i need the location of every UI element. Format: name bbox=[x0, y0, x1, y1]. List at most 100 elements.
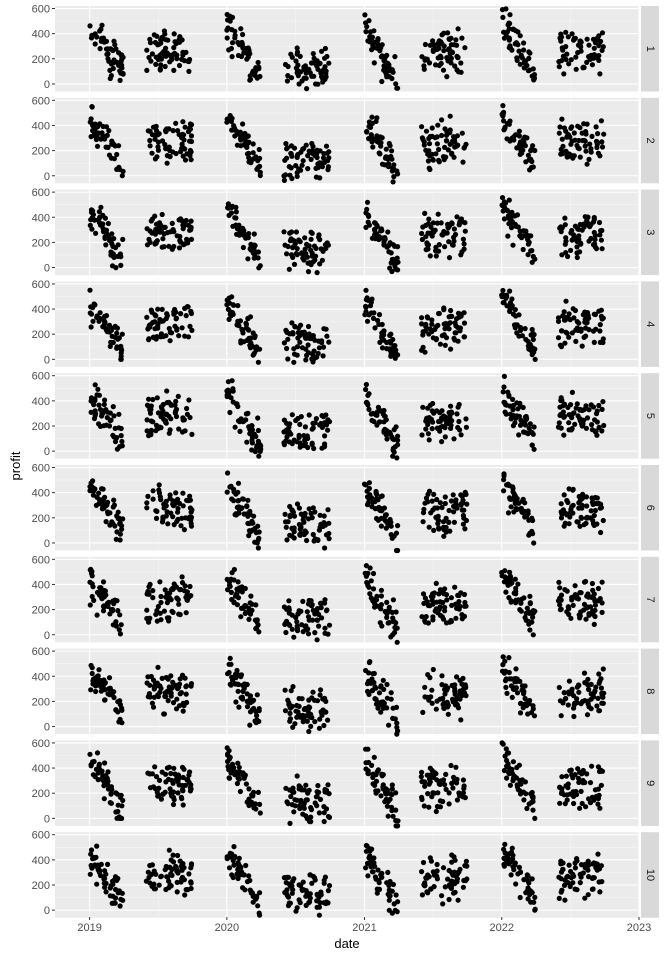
data-point bbox=[169, 57, 175, 63]
data-point bbox=[298, 322, 304, 328]
data-point bbox=[599, 700, 605, 706]
data-point bbox=[171, 229, 177, 235]
data-point bbox=[325, 717, 331, 723]
x-tick-label: 2022 bbox=[490, 922, 514, 934]
data-point bbox=[100, 608, 107, 614]
data-point bbox=[165, 521, 171, 527]
data-point bbox=[584, 415, 591, 421]
data-point bbox=[569, 426, 575, 432]
data-point bbox=[303, 797, 309, 803]
data-point bbox=[601, 422, 607, 429]
data-point bbox=[455, 705, 462, 711]
data-point bbox=[102, 868, 108, 874]
data-point bbox=[246, 873, 252, 879]
data-point bbox=[379, 771, 385, 777]
data-point bbox=[504, 750, 510, 756]
data-point bbox=[557, 342, 564, 348]
data-point bbox=[90, 318, 96, 324]
data-point bbox=[510, 775, 516, 782]
data-point bbox=[166, 885, 172, 891]
data-point bbox=[148, 58, 154, 64]
data-point bbox=[250, 141, 256, 147]
data-point bbox=[232, 424, 238, 430]
facet-points bbox=[87, 195, 605, 276]
data-point bbox=[96, 219, 102, 226]
data-point bbox=[558, 515, 565, 521]
data-point bbox=[253, 346, 259, 352]
data-point bbox=[530, 807, 536, 813]
data-point bbox=[89, 581, 95, 587]
data-point bbox=[97, 214, 103, 220]
data-point bbox=[150, 396, 156, 403]
data-point bbox=[321, 900, 327, 906]
data-point bbox=[565, 702, 571, 708]
x-tick-label: 2023 bbox=[627, 922, 651, 934]
data-point bbox=[178, 586, 184, 593]
y-tick-label: 400 bbox=[32, 396, 50, 408]
data-point bbox=[373, 701, 380, 707]
data-point bbox=[282, 708, 289, 714]
data-point bbox=[288, 165, 294, 171]
data-point bbox=[583, 616, 589, 622]
data-point bbox=[117, 903, 123, 909]
data-point bbox=[120, 70, 126, 77]
data-point bbox=[500, 208, 506, 214]
data-point bbox=[517, 33, 523, 39]
data-point bbox=[118, 350, 124, 356]
data-point bbox=[188, 236, 195, 242]
data-point bbox=[420, 344, 426, 350]
y-tick-label: 400 bbox=[32, 120, 50, 132]
data-point bbox=[558, 229, 564, 235]
data-point bbox=[170, 128, 176, 134]
data-point bbox=[392, 907, 398, 914]
data-point bbox=[316, 611, 322, 618]
data-point bbox=[162, 224, 168, 230]
data-point bbox=[508, 211, 514, 217]
data-point bbox=[322, 625, 328, 631]
data-point bbox=[381, 328, 387, 334]
data-point bbox=[317, 261, 323, 267]
data-point bbox=[299, 622, 305, 628]
data-point bbox=[231, 302, 237, 308]
data-point bbox=[255, 359, 261, 365]
data-point bbox=[308, 805, 314, 811]
data-point bbox=[160, 236, 166, 242]
data-point bbox=[114, 151, 120, 158]
data-point bbox=[430, 666, 436, 673]
data-point bbox=[597, 805, 603, 811]
data-point bbox=[429, 597, 435, 603]
data-point bbox=[596, 219, 603, 226]
data-point bbox=[597, 328, 603, 334]
data-point bbox=[187, 493, 193, 499]
data-point bbox=[161, 608, 167, 614]
data-point bbox=[366, 496, 372, 502]
data-point bbox=[526, 49, 532, 55]
data-point bbox=[295, 151, 301, 158]
data-point bbox=[445, 30, 451, 36]
data-point bbox=[147, 137, 153, 144]
data-point bbox=[508, 504, 514, 510]
data-point bbox=[367, 124, 374, 130]
data-point bbox=[557, 585, 563, 591]
data-point bbox=[448, 307, 454, 314]
y-tick-label: 200 bbox=[32, 513, 50, 525]
data-point bbox=[315, 164, 321, 171]
data-point bbox=[179, 796, 185, 802]
data-point bbox=[171, 522, 177, 528]
data-point bbox=[89, 226, 95, 232]
data-point bbox=[586, 407, 592, 413]
data-point bbox=[116, 888, 122, 894]
data-point bbox=[575, 145, 581, 151]
data-point bbox=[116, 50, 122, 56]
data-point bbox=[590, 608, 596, 614]
data-point bbox=[322, 789, 328, 795]
data-point bbox=[112, 334, 118, 340]
data-point bbox=[188, 157, 194, 163]
data-point bbox=[96, 761, 102, 767]
data-point bbox=[288, 143, 295, 149]
data-point bbox=[94, 750, 101, 756]
data-point bbox=[367, 591, 373, 597]
data-point bbox=[585, 682, 591, 688]
